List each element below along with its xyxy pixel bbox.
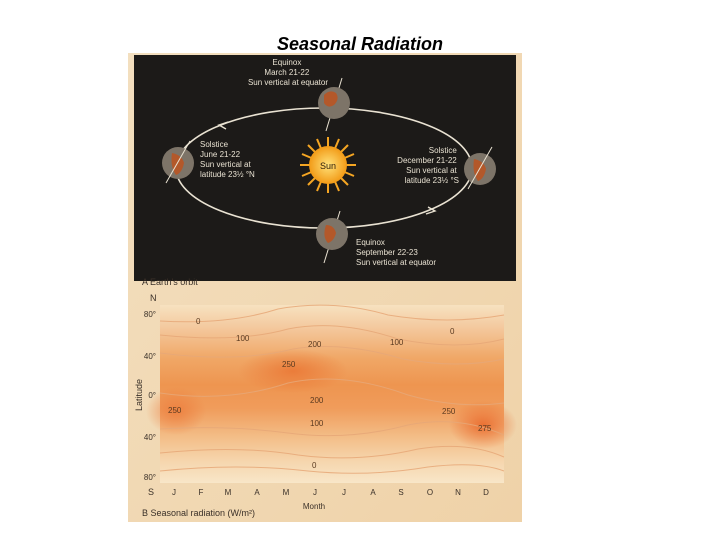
month-label: O	[427, 488, 433, 497]
earth-june-icon	[162, 140, 194, 184]
month-label: M	[283, 488, 290, 497]
contour-label: 275	[478, 424, 492, 433]
contour-label: 100	[310, 419, 324, 428]
orbit-caption: A Earth's orbit	[142, 277, 198, 287]
equinox-september-label: Equinox September 22-23 Sun vertical at …	[356, 238, 436, 267]
month-label: J	[342, 488, 346, 497]
y-tick-label: 40°	[144, 352, 156, 361]
radiation-peak-january	[146, 387, 206, 435]
y-tick-label: 80°	[144, 310, 156, 319]
y-tick-label: 80°	[144, 473, 156, 482]
month-label: A	[254, 488, 260, 497]
earth-december-icon	[464, 146, 496, 190]
contour-label: 250	[168, 406, 182, 415]
month-label: S	[398, 488, 403, 497]
north-label: N	[150, 293, 157, 303]
earth-september-icon	[316, 210, 348, 264]
contour-lines	[159, 304, 505, 474]
orbit-panel: Sun Equinox March 21-22 Sun vertical at …	[134, 55, 516, 281]
month-label: M	[225, 488, 232, 497]
orbit-arrow-icon	[217, 121, 229, 130]
sun-label: Sun	[320, 161, 336, 171]
y-tick-label: 40°	[144, 433, 156, 442]
textbook-figure-photo: Sun Equinox March 21-22 Sun vertical at …	[128, 53, 522, 522]
contour-label: 100	[236, 334, 250, 343]
contour-label: 250	[282, 360, 296, 369]
month-label: J	[172, 488, 176, 497]
radiation-chart: N 0 100 200 100 0 250 200 250 250 100	[134, 293, 517, 518]
month-label: A	[370, 488, 376, 497]
radiation-peak-december	[449, 401, 517, 449]
month-label: F	[199, 488, 204, 497]
x-axis-label: Month	[303, 502, 325, 511]
month-label: D	[483, 488, 489, 497]
contour-label: 200	[310, 396, 324, 405]
month-label: N	[455, 488, 461, 497]
radiation-peak-june	[238, 349, 348, 393]
solstice-december-label: Solstice December 21-22 Sun vertical at …	[397, 146, 459, 185]
contour-label: 100	[390, 338, 404, 347]
contour-label: 0	[196, 317, 201, 326]
contour-label: 250	[442, 407, 456, 416]
south-label: S	[148, 487, 154, 497]
contour-label: 0	[312, 461, 317, 470]
radiation-field	[160, 305, 504, 483]
y-axis-label: Latitude	[134, 379, 144, 411]
slide-title: Seasonal Radiation	[276, 34, 444, 54]
orbit-arrow-icon	[425, 206, 437, 215]
equinox-march-label: Equinox March 21-22 Sun vertical at equa…	[248, 58, 328, 87]
earth-march-icon	[318, 77, 350, 132]
contour-label: 200	[308, 340, 322, 349]
contour-label: 0	[450, 327, 455, 336]
solstice-june-label: Solstice June 21-22 Sun vertical at lati…	[200, 140, 255, 179]
radiation-caption: B Seasonal radiation (W/m²)	[142, 508, 255, 518]
month-label: J	[313, 488, 317, 497]
sun-icon	[300, 137, 356, 193]
y-tick-label: 0°	[148, 391, 156, 400]
